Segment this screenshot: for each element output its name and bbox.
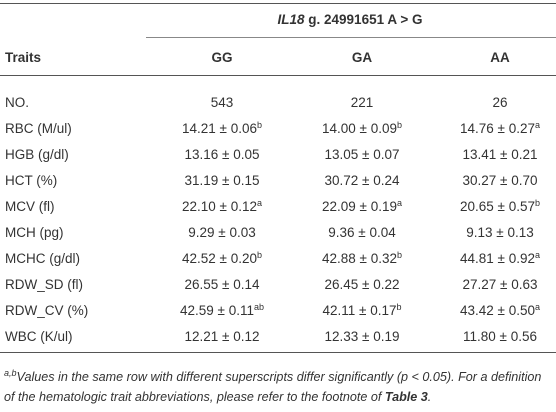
- trait: MCV (fl): [5, 199, 55, 214]
- cell-value: 13.41 ± 0.21: [462, 147, 538, 162]
- cell-value: 30.72 ± 0.24: [324, 173, 400, 188]
- trait: HGB (g/dl): [5, 147, 69, 162]
- footnote-sup: a,b: [4, 368, 17, 378]
- cell-value: 14.21 ± 0.06: [182, 121, 257, 136]
- cell: 9.36 ± 0.04: [328, 225, 395, 240]
- cell-sup: b: [256, 250, 262, 260]
- cell-value: 14.00 ± 0.09: [322, 121, 397, 136]
- cell: 43.42 ± 0.50a: [460, 302, 540, 319]
- cell-value: 42.52 ± 0.20: [182, 251, 257, 266]
- cell-value: 9.29 ± 0.03: [188, 225, 256, 240]
- cell: 12.33 ± 0.19: [325, 329, 400, 344]
- cell-sup: b: [534, 198, 540, 208]
- cell-sup: a: [534, 250, 540, 260]
- trait: MCH (pg): [5, 225, 64, 240]
- header-rule: [0, 75, 556, 76]
- trait: RDW_SD (fl): [5, 277, 83, 292]
- cell: 27.27 ± 0.63: [463, 277, 538, 292]
- cell-value: 26.55 ± 0.14: [184, 277, 260, 292]
- trait: HCT (%): [5, 173, 58, 188]
- cell-sup: a: [256, 198, 262, 208]
- cell-value: 44.81 ± 0.92: [460, 251, 535, 266]
- footnote: a,bValues in the same row with different…: [4, 367, 552, 407]
- bottom-rule: [0, 352, 556, 353]
- footnote-text: Values in the same row with different su…: [4, 370, 542, 404]
- cell-sup: b: [396, 120, 402, 130]
- cell-value: 12.21 ± 0.12: [184, 329, 260, 344]
- cell-value: 42.59 ± 0.11: [180, 303, 254, 318]
- cell: 14.00 ± 0.09b: [322, 120, 402, 137]
- cell-value: 11.80 ± 0.56: [463, 329, 537, 344]
- cell: 13.41 ± 0.21: [463, 147, 538, 162]
- cell: 42.52 ± 0.20b: [182, 250, 262, 267]
- cell: 9.29 ± 0.03: [188, 225, 255, 240]
- cell-value: 31.19 ± 0.15: [184, 173, 260, 188]
- cell: 12.21 ± 0.12: [185, 329, 260, 344]
- cell-sup: a: [534, 302, 540, 312]
- cell: 42.11 ± 0.17b: [322, 302, 402, 319]
- cell-value: 26: [492, 95, 508, 110]
- trait: WBC (K/ul): [5, 329, 73, 344]
- cell-value: 9.36 ± 0.04: [328, 225, 396, 240]
- cell: 20.65 ± 0.57b: [460, 198, 540, 215]
- cell: 13.05 ± 0.07: [325, 147, 400, 162]
- cell-value: 13.16 ± 0.05: [184, 147, 260, 162]
- cell: 543: [211, 95, 234, 110]
- cell: 31.19 ± 0.15: [185, 173, 260, 188]
- cell-value: 22.10 ± 0.12: [182, 199, 257, 214]
- cell: 11.80 ± 0.56: [463, 329, 537, 344]
- cell-value: 26.45 ± 0.22: [324, 277, 400, 292]
- cell-value: 12.33 ± 0.19: [324, 329, 400, 344]
- top-rule: [0, 3, 556, 4]
- cell: 42.88 ± 0.32b: [322, 250, 402, 267]
- column-header: Traits: [5, 50, 42, 65]
- cell: 14.76 ± 0.27a: [460, 120, 540, 137]
- cell: 14.21 ± 0.06b: [182, 120, 262, 137]
- cell-value: 221: [350, 95, 374, 110]
- cell: 42.59 ± 0.11ab: [180, 302, 264, 319]
- gene: IL18: [277, 12, 305, 27]
- column-header: GG: [211, 50, 233, 65]
- cell-value: 42.11 ± 0.17: [322, 303, 397, 318]
- variant: g. 24991651 A > G: [304, 12, 423, 27]
- cell: 13.16 ± 0.05: [185, 147, 260, 162]
- cell-value: 20.65 ± 0.57: [460, 199, 535, 214]
- cell: 26.55 ± 0.14: [185, 277, 260, 292]
- cell-value: 43.42 ± 0.50: [460, 303, 535, 318]
- column-header: GA: [351, 50, 373, 65]
- trait: RDW_CV (%): [5, 303, 89, 318]
- cell: 9.13 ± 0.13: [466, 225, 533, 240]
- cell-sup: b: [396, 250, 402, 260]
- trait: NO.: [5, 95, 30, 110]
- trait: MCHC (g/dl): [5, 251, 81, 266]
- cell-sup: a: [534, 120, 540, 130]
- footnote-end: .: [427, 390, 432, 404]
- cell: 30.72 ± 0.24: [325, 173, 400, 188]
- cell: 22.10 ± 0.12a: [182, 198, 262, 215]
- cell-sup: ab: [253, 302, 264, 312]
- cell: 26.45 ± 0.22: [325, 277, 400, 292]
- cell-value: 13.05 ± 0.07: [324, 147, 400, 162]
- cell-value: 9.13 ± 0.13: [466, 225, 534, 240]
- group-header: IL18 g. 24991651 A > G: [278, 12, 423, 27]
- trait: RBC (M/ul): [5, 121, 72, 136]
- cell: 221: [351, 95, 374, 110]
- cell-sup: b: [396, 302, 402, 312]
- cell: 30.27 ± 0.70: [463, 173, 538, 188]
- footnote-ref: Table 3: [384, 390, 428, 404]
- cell-sup: a: [396, 198, 402, 208]
- cell-value: 42.88 ± 0.32: [322, 251, 397, 266]
- cell-sup: b: [256, 120, 262, 130]
- cell-value: 27.27 ± 0.63: [462, 277, 538, 292]
- group-rule: [146, 37, 556, 38]
- cell-value: 22.09 ± 0.19: [322, 199, 397, 214]
- column-header: AA: [490, 50, 510, 65]
- cell-value: 14.76 ± 0.27: [460, 121, 535, 136]
- cell-value: 30.27 ± 0.70: [462, 173, 538, 188]
- cell: 22.09 ± 0.19a: [322, 198, 402, 215]
- cell: 26: [492, 95, 507, 110]
- cell-value: 543: [210, 95, 234, 110]
- cell: 44.81 ± 0.92a: [460, 250, 540, 267]
